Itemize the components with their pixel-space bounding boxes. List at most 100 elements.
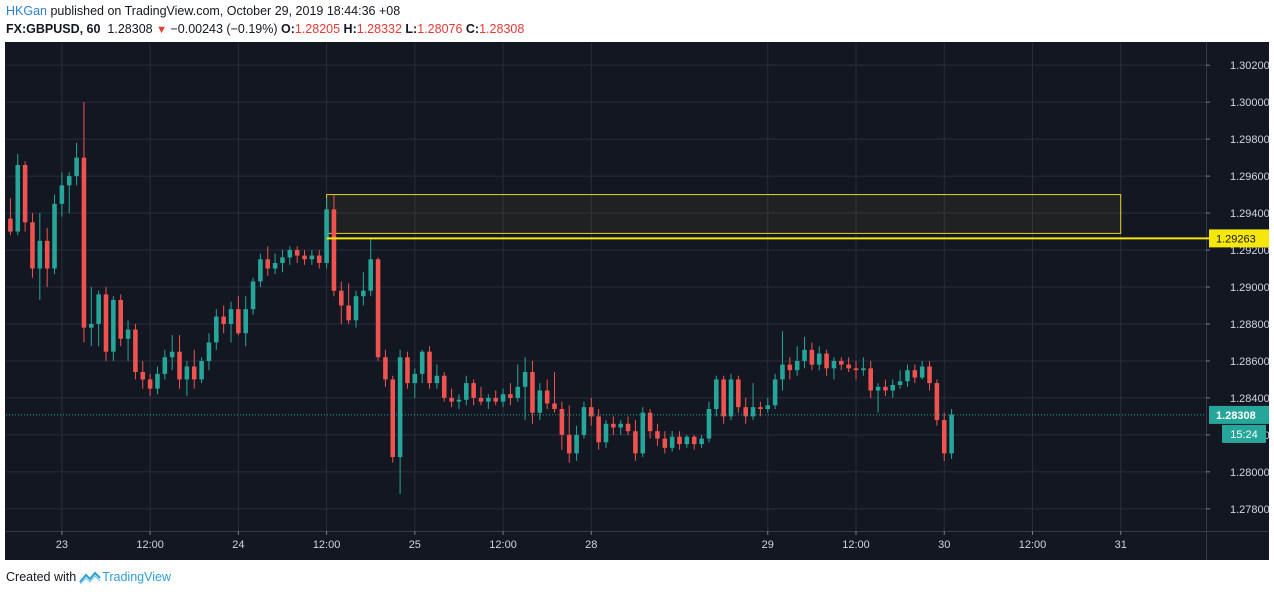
candle-body: [177, 351, 182, 380]
chart-background: [5, 42, 1269, 560]
level-price-label: 1.29263: [1216, 233, 1256, 245]
candle: [169, 335, 175, 371]
candle-body: [361, 290, 366, 297]
candle: [191, 349, 197, 389]
candle: [390, 375, 396, 463]
candle-body: [618, 423, 623, 428]
candle: [206, 333, 212, 371]
candle: [368, 238, 373, 297]
x-tick-label: 25: [409, 539, 421, 551]
candle-body: [133, 329, 138, 373]
candle: [184, 360, 190, 397]
open-label: O:: [280, 22, 295, 36]
candle-body: [508, 394, 513, 398]
candle: [346, 283, 351, 324]
x-tick-label: 12:00: [136, 539, 164, 551]
y-axis-ticks: 1.30200 1.30000 1.29800 1.29600 1.29400 1.292…: [1206, 60, 1270, 516]
candle: [221, 305, 226, 334]
x-tick-label: 29: [762, 539, 774, 551]
candle: [22, 161, 28, 232]
candle-body: [199, 360, 204, 380]
low-value: 1.28076: [417, 22, 463, 36]
candle: [140, 360, 146, 389]
candle-body: [258, 259, 263, 282]
low-label: L:: [405, 22, 418, 36]
candle-body: [184, 366, 190, 380]
candle-body: [949, 414, 954, 454]
candle-body: [581, 407, 587, 435]
last-price: 1.28308: [107, 22, 153, 36]
x-tick-label: 24: [232, 539, 244, 551]
candle-body: [228, 309, 234, 324]
candle-body: [831, 360, 837, 369]
candle: [331, 194, 337, 297]
candle: [412, 368, 418, 398]
candle-body: [846, 364, 851, 369]
candle: [566, 405, 572, 463]
candle-body: [81, 157, 87, 328]
candle: [787, 357, 793, 380]
candle-body: [868, 368, 873, 391]
candlestick-chart[interactable]: 1.30200 1.30000 1.29800 1.29600 1.29400 1.292…: [5, 42, 1270, 560]
candle: [103, 287, 109, 361]
candle: [581, 401, 587, 439]
candle-body: [375, 259, 381, 358]
candle-body: [368, 259, 373, 291]
candle: [464, 375, 469, 406]
candle-body: [449, 397, 454, 402]
candle: [74, 142, 79, 186]
candle: [236, 296, 241, 336]
candle: [287, 246, 293, 265]
candle-body: [89, 323, 94, 328]
candle-body: [493, 397, 498, 402]
candle-body: [677, 436, 682, 445]
candle: [559, 401, 565, 450]
author-link[interactable]: HKGan: [6, 4, 47, 18]
candle-body: [44, 240, 50, 269]
y-tick-label: 1.27800: [1230, 504, 1269, 516]
candle: [419, 349, 425, 384]
candle: [758, 401, 763, 417]
candle: [133, 323, 138, 380]
tradingview-logo-icon[interactable]: [79, 571, 101, 585]
candle: [118, 294, 123, 347]
candle-body: [243, 309, 248, 334]
y-tick-label: 1.30000: [1230, 97, 1269, 109]
candle: [809, 342, 815, 371]
candle-body: [574, 434, 579, 454]
publish-info: HKGan published on TradingView.com, Octo…: [6, 4, 400, 18]
candle-body: [331, 209, 337, 291]
candle: [177, 335, 182, 389]
close-value: 1.28308: [479, 22, 525, 36]
candle: [52, 194, 57, 275]
candle: [353, 290, 359, 328]
tradingview-brand[interactable]: TradingView: [102, 570, 171, 584]
candle: [765, 397, 771, 413]
candle-body: [861, 368, 866, 371]
candle: [66, 172, 72, 214]
candle-body: [206, 342, 212, 361]
chart-container[interactable]: 1.30200 1.30000 1.29800 1.29600 1.29400 1.292…: [5, 42, 1270, 560]
candle-body: [434, 375, 440, 384]
candle-body: [669, 436, 675, 448]
candle: [831, 357, 837, 380]
candle: [8, 198, 13, 236]
candle: [250, 277, 256, 315]
candle-body: [736, 379, 741, 408]
y-tick-label: 1.29200: [1230, 245, 1269, 257]
candle-body: [74, 157, 79, 177]
candle-body: [8, 218, 13, 232]
candle: [934, 379, 940, 426]
close-label: C:: [465, 22, 480, 36]
candle-body: [839, 360, 844, 365]
candle: [162, 349, 168, 380]
candle-body: [280, 257, 285, 263]
symbol-info-bar: FX:GBPUSD, 60 1.28308 ▼ −0.00243 (−0.19%…: [6, 22, 524, 36]
candle: [258, 253, 263, 287]
candle: [272, 253, 278, 275]
candle-body: [772, 379, 778, 406]
candles: [8, 102, 954, 495]
candle-body: [853, 368, 859, 371]
candle: [544, 379, 550, 409]
candle-body: [530, 372, 535, 413]
